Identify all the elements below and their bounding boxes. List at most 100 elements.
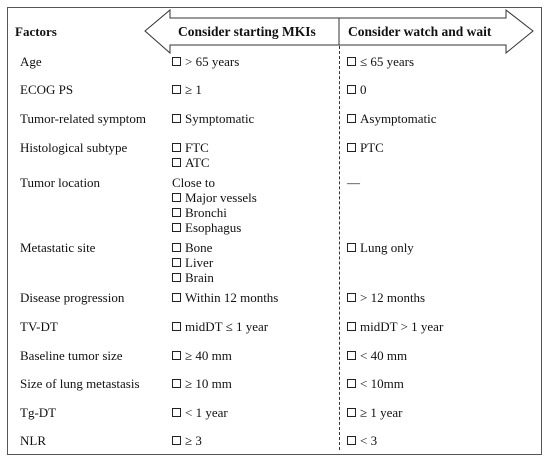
checkbox-icon xyxy=(172,436,181,445)
checkbox-icon xyxy=(172,351,181,360)
checkbox-icon xyxy=(347,57,356,66)
mki-option: Major vessels xyxy=(172,190,257,205)
watch-wait-criteria: ≤ 65 years xyxy=(347,54,414,69)
mki-header: Consider starting MKIs xyxy=(178,24,316,39)
factor-label: NLR xyxy=(20,433,46,448)
watch-wait-criteria: 0 xyxy=(347,82,367,97)
factor-label: Histological subtype xyxy=(20,140,128,155)
mki-option: Esophagus xyxy=(172,220,257,235)
mki-criteria: ≥ 1 xyxy=(172,82,202,97)
mki-criteria: ≥ 3 xyxy=(172,433,202,448)
checkbox-icon xyxy=(172,57,181,66)
mki-criteria: Close to Major vessels Bronchi Esophagus xyxy=(172,175,257,235)
mki-option: ≥ 3 xyxy=(172,433,202,448)
mki-intro-text: Close to xyxy=(172,175,215,190)
checkbox-icon xyxy=(347,293,356,302)
factor-label: TV-DT xyxy=(20,319,58,334)
checkbox-icon xyxy=(347,114,356,123)
table-frame xyxy=(7,7,542,455)
checkbox-icon xyxy=(172,193,181,202)
checkbox-icon xyxy=(172,85,181,94)
watch-dash-text: — xyxy=(347,175,360,190)
factor-label: Disease progression xyxy=(20,290,125,305)
mki-option: Within 12 months xyxy=(172,290,278,305)
watch-option: midDT > 1 year xyxy=(347,319,443,334)
factor-label: Tumor location xyxy=(20,175,101,190)
mki-criteria: midDT ≤ 1 year xyxy=(172,319,268,334)
watch-option: < 10mm xyxy=(347,376,404,391)
factor-label: Size of lung metastasis xyxy=(20,376,140,391)
watch-wait-criteria: PTC xyxy=(347,140,384,155)
checkbox-icon xyxy=(347,379,356,388)
watch-option: < 3 xyxy=(347,433,377,448)
mki-criteria: FTC ATC xyxy=(172,140,210,170)
watch-wait-criteria: Lung only xyxy=(347,240,414,255)
watch-wait-criteria: midDT > 1 year xyxy=(347,319,443,334)
watch-option: > 12 months xyxy=(347,290,425,305)
mki-option: ≥ 1 xyxy=(172,82,202,97)
watch-option: 0 xyxy=(347,82,367,97)
watch-wait-criteria: — xyxy=(347,175,360,190)
mki-criteria: Bone Liver Brain xyxy=(172,240,214,285)
factor-label: Tumor-related symptom xyxy=(20,111,147,126)
mki-criteria: Symptomatic xyxy=(172,111,254,126)
checkbox-icon xyxy=(347,243,356,252)
watch-option: Lung only xyxy=(347,240,414,255)
factors-header: Factors xyxy=(15,24,57,39)
checkbox-icon xyxy=(172,208,181,217)
checkbox-icon xyxy=(347,408,356,417)
mki-option: Brain xyxy=(172,270,214,285)
watch-option: ≥ 1 year xyxy=(347,405,403,420)
checkbox-icon xyxy=(347,351,356,360)
watch-wait-header: Consider watch and wait xyxy=(348,24,492,39)
mki-criteria: < 1 year xyxy=(172,405,228,420)
mki-option: ATC xyxy=(172,155,210,170)
checkbox-icon xyxy=(347,85,356,94)
mki-criteria: Within 12 months xyxy=(172,290,278,305)
checkbox-icon xyxy=(172,114,181,123)
watch-option: PTC xyxy=(347,140,384,155)
watch-option: ≤ 65 years xyxy=(347,54,414,69)
factor-label: Age xyxy=(20,54,42,69)
checkbox-icon xyxy=(347,322,356,331)
mki-option: Symptomatic xyxy=(172,111,254,126)
checkbox-icon xyxy=(172,223,181,232)
mki-option: ≥ 40 mm xyxy=(172,348,232,363)
mki-option: ≥ 10 mm xyxy=(172,376,232,391)
mki-option: > 65 years xyxy=(172,54,239,69)
mki-option: FTC xyxy=(172,140,210,155)
watch-wait-criteria: < 3 xyxy=(347,433,377,448)
watch-wait-criteria: Asymptomatic xyxy=(347,111,437,126)
mki-option: < 1 year xyxy=(172,405,228,420)
mki-option: Bronchi xyxy=(172,205,257,220)
checkbox-icon xyxy=(172,158,181,167)
checkbox-icon xyxy=(172,143,181,152)
factor-label: Metastatic site xyxy=(20,240,96,255)
watch-option: Asymptomatic xyxy=(347,111,437,126)
double-arrow-header xyxy=(144,8,534,55)
watch-wait-criteria: ≥ 1 year xyxy=(347,405,403,420)
checkbox-icon xyxy=(347,143,356,152)
mki-criteria: > 65 years xyxy=(172,54,239,69)
mki-option: midDT ≤ 1 year xyxy=(172,319,268,334)
watch-option: < 40 mm xyxy=(347,348,407,363)
checkbox-icon xyxy=(172,293,181,302)
checkbox-icon xyxy=(172,243,181,252)
factor-label: Baseline tumor size xyxy=(20,348,123,363)
checkbox-icon xyxy=(172,408,181,417)
mki-option: Bone xyxy=(172,240,214,255)
mki-criteria: ≥ 10 mm xyxy=(172,376,232,391)
checkbox-icon xyxy=(172,273,181,282)
column-separator xyxy=(339,46,340,450)
mki-criteria: ≥ 40 mm xyxy=(172,348,232,363)
checkbox-icon xyxy=(172,322,181,331)
mki-option: Liver xyxy=(172,255,214,270)
watch-wait-criteria: < 40 mm xyxy=(347,348,407,363)
checkbox-icon xyxy=(347,436,356,445)
factor-label: Tg-DT xyxy=(20,405,57,420)
factor-label: ECOG PS xyxy=(20,82,74,97)
checkbox-icon xyxy=(172,258,181,267)
watch-wait-criteria: > 12 months xyxy=(347,290,425,305)
checkbox-icon xyxy=(172,379,181,388)
watch-wait-criteria: < 10mm xyxy=(347,376,404,391)
